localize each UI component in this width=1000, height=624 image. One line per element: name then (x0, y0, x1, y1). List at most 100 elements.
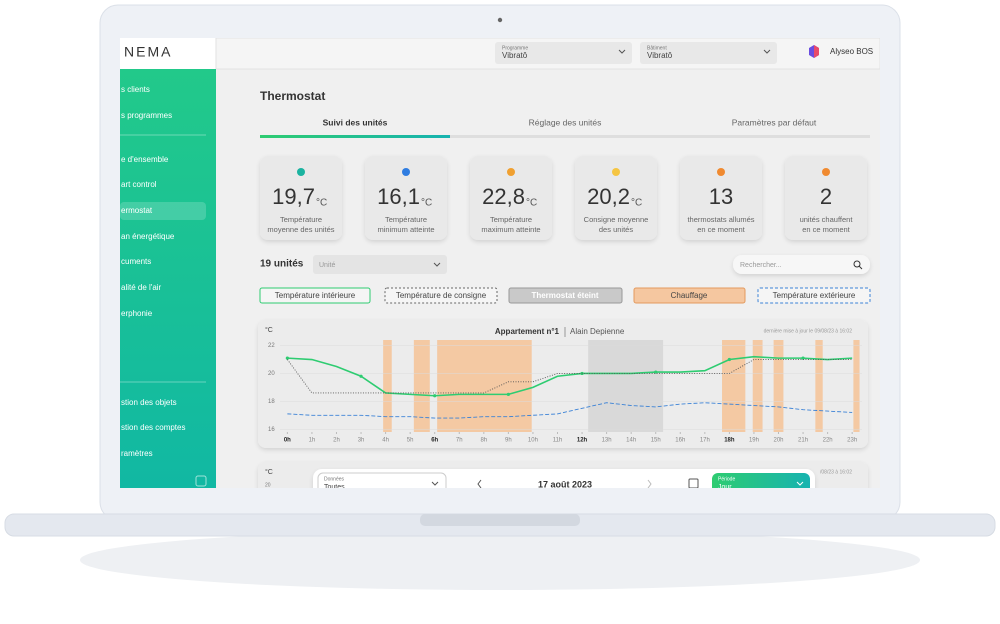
program-select[interactable] (495, 42, 632, 64)
collapse-button[interactable] (195, 475, 207, 487)
x-tick-label: 17h (700, 438, 710, 444)
sidebar-item[interactable]: stion des comptes (121, 423, 185, 432)
unit-select[interactable] (313, 255, 447, 274)
kpi-label: minimum atteinte (377, 225, 434, 234)
point (727, 357, 731, 362)
shadow (80, 530, 920, 590)
sidebar-item[interactable]: an énergétique (121, 232, 175, 241)
camera (497, 17, 503, 23)
kpi-icon (612, 168, 620, 176)
kpi-unit: °C (316, 198, 327, 209)
y-tick-label: 20 (268, 371, 275, 377)
unit-select-text: Unité (319, 262, 335, 269)
legend-label: Thermostat éteint (531, 291, 598, 300)
x-tick-label: 0h (284, 438, 291, 444)
legend-label: Température de consigne (396, 291, 487, 300)
sidebar-item[interactable]: s programmes (121, 111, 172, 120)
kpi-unit: °C (421, 198, 432, 209)
kpi-icon (297, 168, 305, 176)
thermostat-off-band (588, 340, 664, 432)
kpi-label: Température (280, 215, 322, 224)
kpi-icon (822, 168, 830, 176)
chevron (796, 481, 804, 486)
kpi-label: thermostats allumés (687, 215, 754, 224)
heating-band (815, 340, 823, 432)
heating-band (383, 340, 392, 432)
sidebar-item[interactable]: art control (121, 180, 157, 189)
screen: NEMA Programme Vibratô Bâtiment Vibratô … (120, 38, 880, 495)
prev-day[interactable] (477, 479, 482, 488)
chevron (763, 49, 771, 54)
sidebar-item[interactable]: cuments (121, 257, 151, 266)
x-tick-label: 18h (724, 438, 735, 444)
period-select[interactable] (712, 473, 810, 495)
tab[interactable]: Suivi des unités (323, 117, 388, 127)
x-tick-label: 20h (773, 438, 783, 444)
x-tick-label: 8h (480, 438, 487, 444)
chevron (618, 49, 626, 54)
sidebar-item[interactable]: stion des objets (121, 398, 177, 407)
y-tick-label: 22 (268, 343, 275, 349)
sidebar-active (120, 202, 206, 220)
search-placeholder: Rechercher... (740, 262, 782, 269)
building-select[interactable] (640, 42, 777, 64)
sidebar-item[interactable]: e d'ensemble (121, 155, 169, 164)
sidebar-item[interactable]: alité de l'air (121, 283, 162, 292)
heating-band (853, 340, 860, 432)
legend-interior[interactable] (259, 287, 371, 304)
kpi-value: 19,7 (272, 184, 315, 209)
y-tick-label: 16 (268, 427, 275, 433)
kpi-label: des unités (599, 225, 633, 234)
y-tick-label: 20 (265, 482, 271, 488)
x-tick-label: 9h (505, 438, 512, 444)
heating-band (773, 340, 784, 432)
chevron (433, 262, 441, 267)
notch (420, 514, 580, 526)
tab[interactable]: Réglage des unités (529, 117, 602, 127)
x-tick-label: 22h (823, 438, 833, 444)
point (506, 392, 510, 396)
user-icon-part (814, 45, 819, 58)
tab[interactable]: Paramètres par défaut (732, 117, 817, 127)
kpi-label: Température (490, 215, 532, 224)
x-tick-label: 5h (407, 438, 414, 444)
search-box[interactable] (733, 255, 870, 274)
x-tick-label: 12h (577, 438, 588, 444)
point (654, 370, 658, 374)
heating-band (722, 340, 746, 432)
x-tick-label: 4h (382, 438, 389, 444)
kpi-label: en ce moment (697, 225, 745, 234)
legend-setpoint[interactable] (384, 287, 498, 304)
date: 17 août 2023 (538, 479, 592, 489)
point (433, 394, 437, 398)
search-icon (858, 265, 863, 270)
kpi-card (365, 156, 447, 240)
legend-off[interactable] (508, 287, 623, 304)
sidebar-item[interactable]: ramètres (121, 449, 153, 458)
legend-exterior[interactable] (757, 287, 871, 304)
kpi-icon (507, 168, 515, 176)
kpi-value: 13 (709, 184, 733, 209)
kpi-label: moyenne des unités (267, 225, 334, 234)
kpi-value: 22,8 (482, 184, 525, 209)
x-tick-label: 15h (651, 438, 661, 444)
user-name[interactable]: Alyseo BOS (830, 47, 873, 56)
data-select[interactable] (317, 472, 447, 495)
sidebar-item[interactable]: ermostat (121, 206, 153, 215)
legend-heating[interactable] (633, 287, 746, 304)
kpi-value: 16,1 (377, 184, 420, 209)
chart-updated: dernière mise à jour le 09/08/23 à 16:02 (764, 328, 853, 334)
point (801, 356, 805, 360)
next-day[interactable] (647, 479, 652, 488)
kpi-icon (717, 168, 725, 176)
kpi-label: unités chauffent (800, 215, 854, 224)
period-label: Période (718, 476, 735, 482)
sidebar-item[interactable]: erphonie (121, 309, 153, 318)
x-tick-label: 3h (358, 438, 365, 444)
sidebar-item[interactable]: s clients (121, 85, 150, 94)
y-axis-label: °C (265, 326, 273, 334)
plot: 16 18 20 22 0h 1h 2h 3h 4h 5h 6h 7h 8h 9h 10h 11h 12h 13h… (268, 340, 862, 444)
kpi-label: en ce moment (802, 225, 850, 234)
calendar-icon[interactable] (688, 478, 699, 488)
